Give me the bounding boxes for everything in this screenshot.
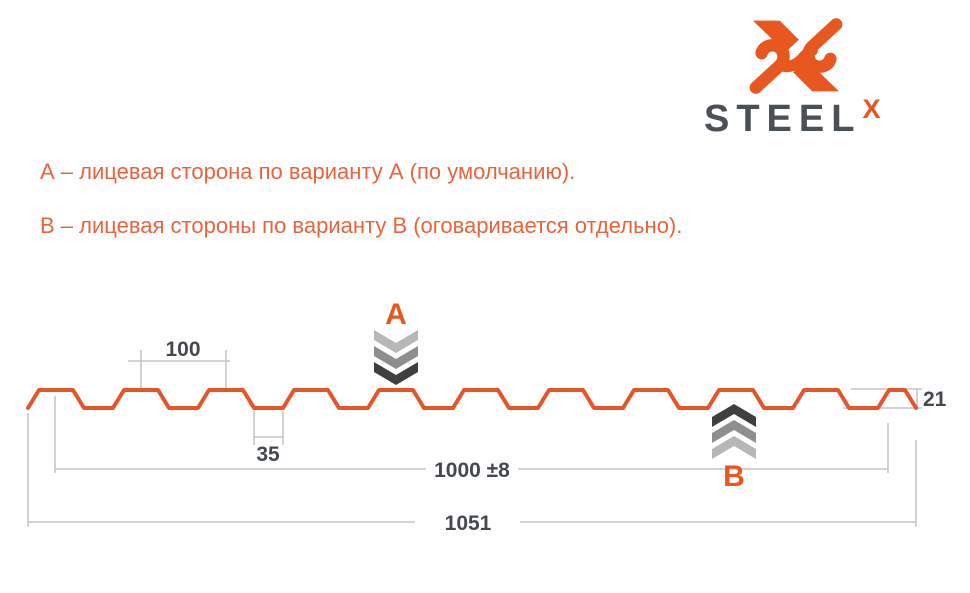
- dim-useful-width-label: 1000 ±8: [434, 459, 510, 482]
- logo-center-s-curve: [775, 44, 819, 73]
- chevron-down-light-icon: [374, 330, 418, 353]
- dim-overall-width-label: 1051: [445, 512, 492, 535]
- dim-height-label: 21: [923, 388, 947, 411]
- brand-name: STEEL: [704, 98, 862, 140]
- chevron-up-mid-icon: [712, 420, 756, 443]
- chevron-down-dark-icon: [374, 362, 418, 385]
- dim-pitch-label: 100: [165, 338, 200, 361]
- marker-b: B: [712, 404, 756, 493]
- dim-valley-width-label: 35: [256, 443, 280, 466]
- brand-sup-x: X: [862, 94, 881, 124]
- note-variant-b: В – лицевая стороны по варианту В (огова…: [40, 213, 683, 238]
- dimension-lines: [27, 350, 922, 527]
- marker-a: A: [374, 298, 418, 385]
- profile-diagram: A B 100 35 21 1000 ±8 1051: [26, 298, 947, 535]
- logo-x-icon: [749, 18, 843, 94]
- chevron-up-light-icon: [712, 436, 756, 459]
- logo-bottom-right-arm: [793, 59, 840, 92]
- marker-b-label: B: [723, 460, 745, 493]
- logo-top-left-arm: [752, 20, 799, 53]
- chevron-up-dark-icon: [712, 404, 756, 427]
- chevron-down-mid-icon: [374, 346, 418, 369]
- profile-outline: [26, 388, 918, 410]
- note-variant-a: А – лицевая сторона по варианту А (по ум…: [40, 159, 576, 184]
- brand-wordmark: STEEL X: [704, 94, 880, 141]
- marker-a-label: A: [385, 298, 407, 331]
